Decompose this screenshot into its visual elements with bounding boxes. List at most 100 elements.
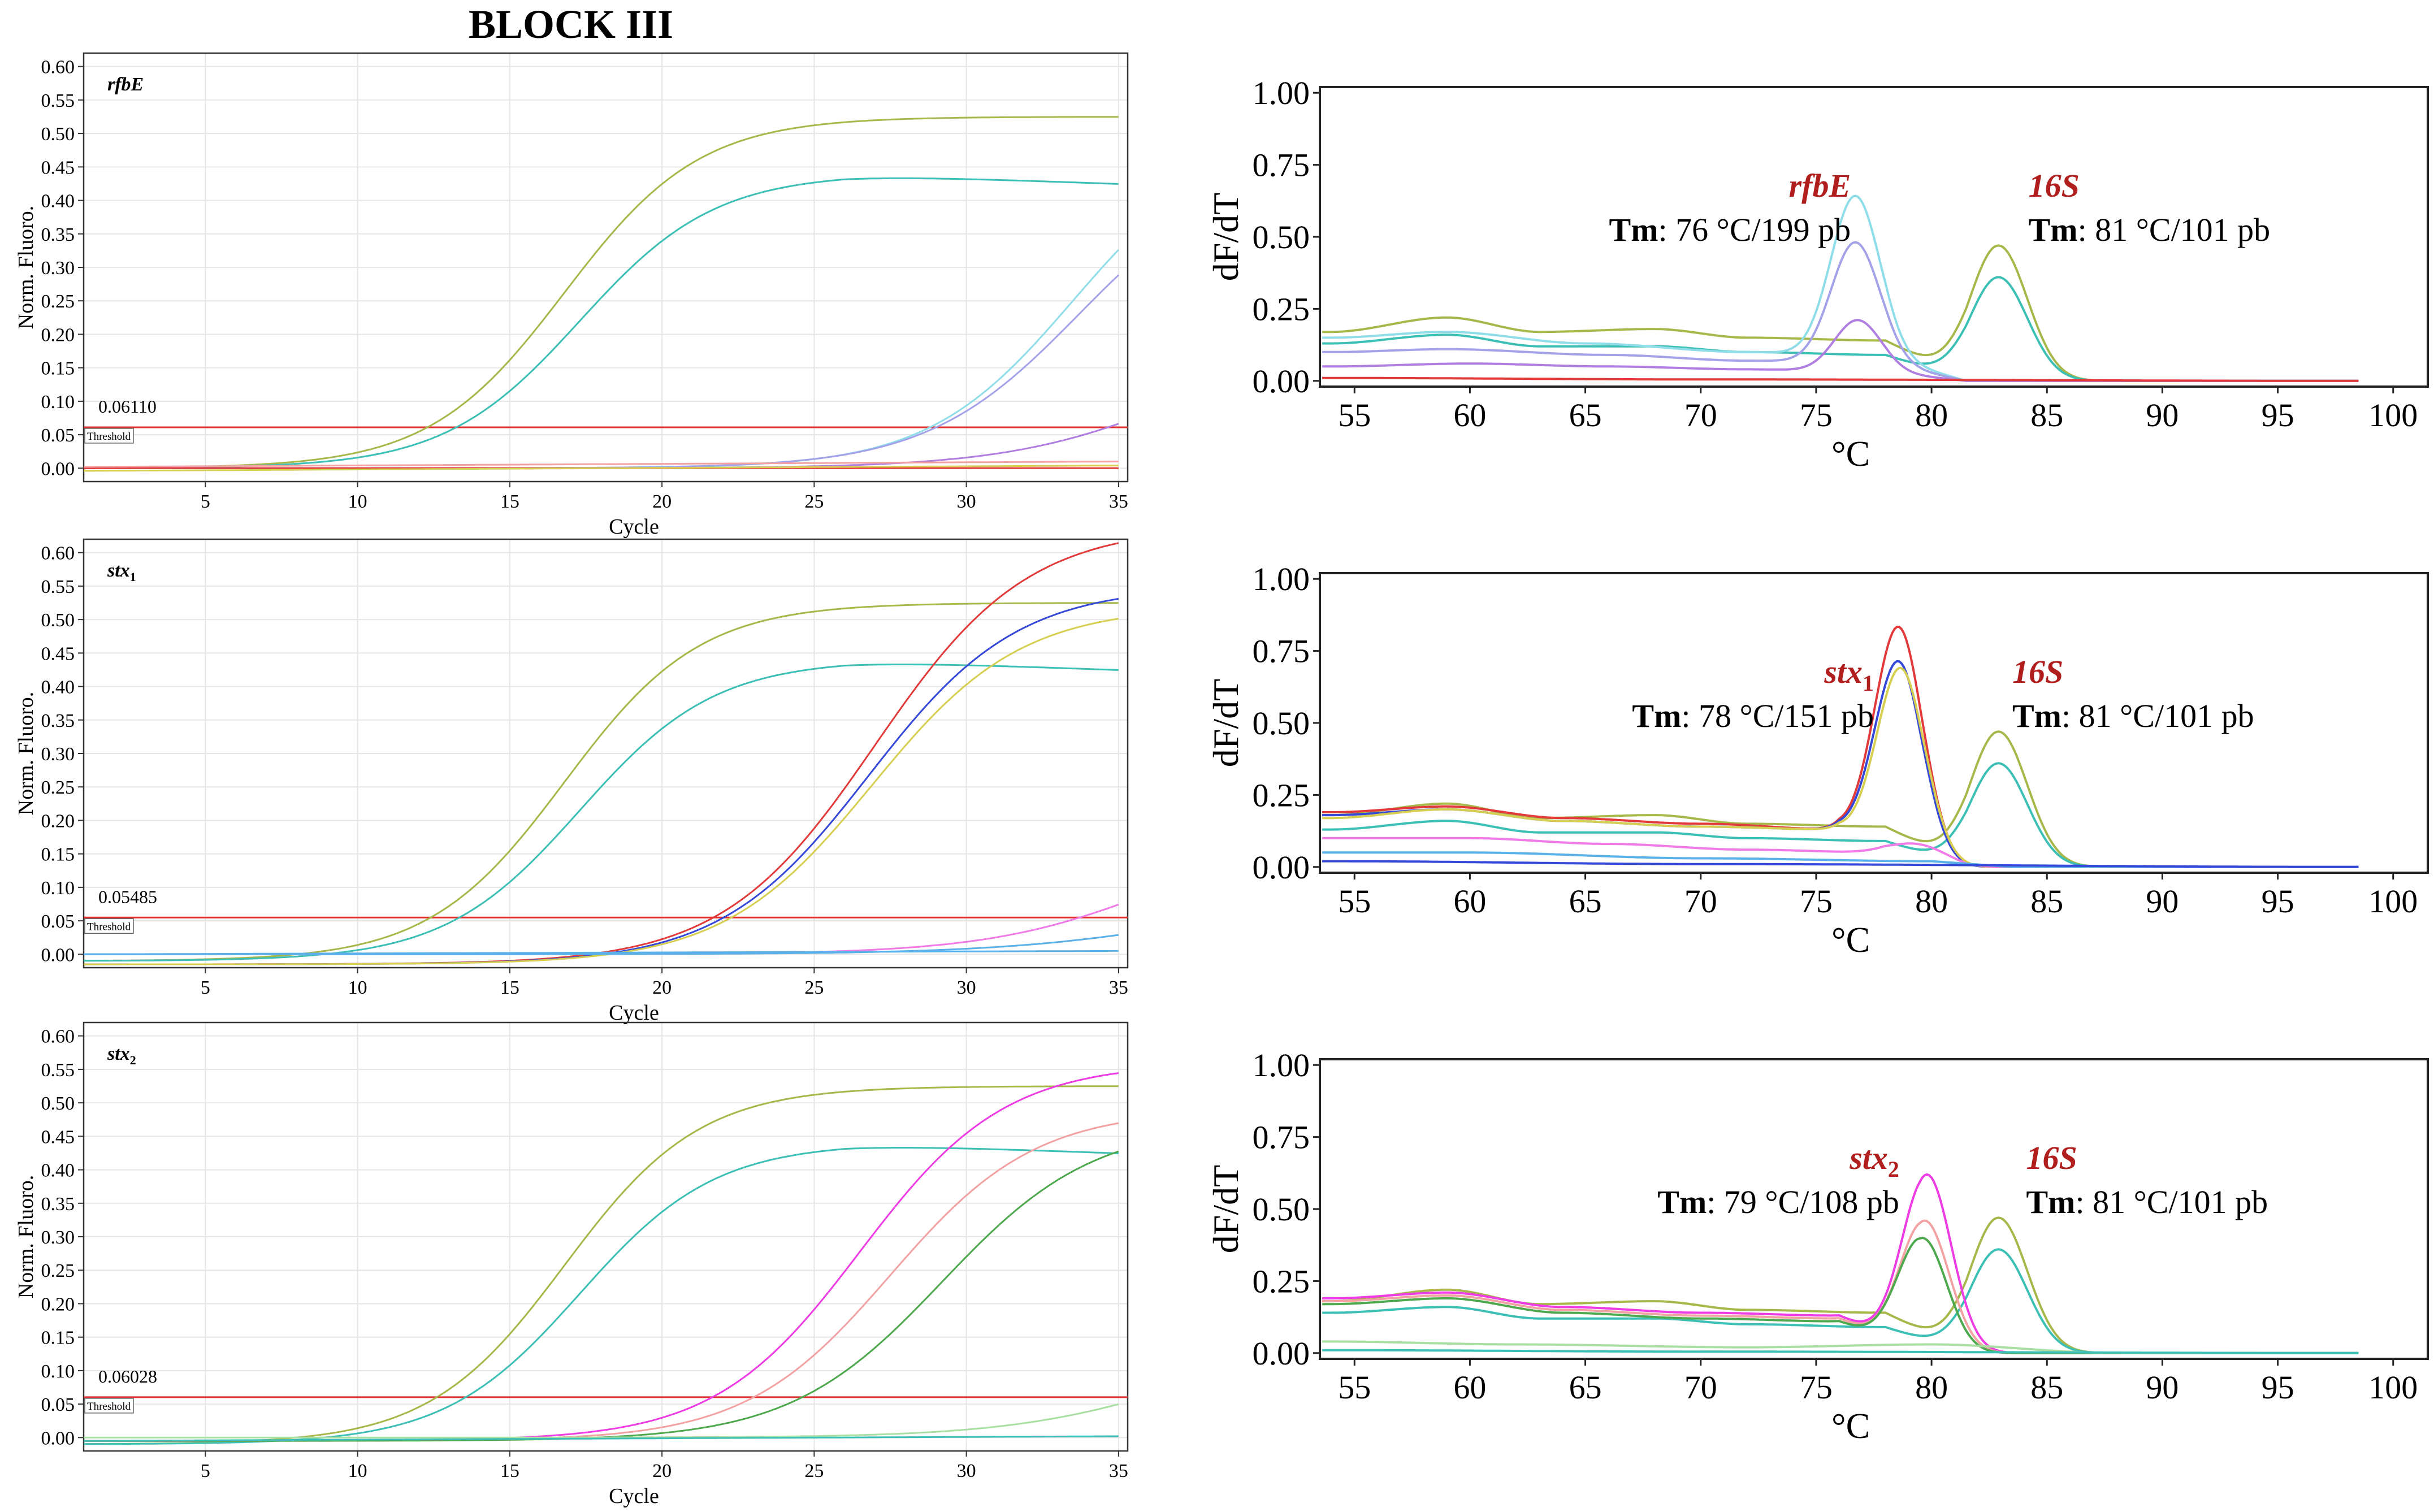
- y-tick-label: 0.50: [41, 124, 75, 145]
- y-tick-label: 0.45: [41, 643, 75, 664]
- plot-frame: [1319, 572, 2429, 874]
- x-tick-label: 95: [2262, 1369, 2294, 1406]
- y-tick-label: 0.25: [41, 291, 75, 312]
- x-tick-label: 90: [2146, 397, 2179, 434]
- x-tick-label: 65: [1569, 397, 1602, 434]
- x-tick-label: 100: [2368, 883, 2418, 920]
- y-tick-label: 0.60: [41, 1026, 75, 1047]
- x-tick-label: 100: [2368, 397, 2418, 434]
- x-tick-label: 15: [500, 977, 519, 998]
- melt-curve-chart-rfbe: 0.00 0.25 0.50 0.75 1.00 55 60 65 70 75 80 85 90 95 10…: [1206, 75, 2429, 474]
- y-axis-label: dF/dT: [1206, 679, 1246, 767]
- y-tick-label: 1.00: [1253, 1047, 1310, 1084]
- y-tick-label: 0.00: [41, 1428, 75, 1449]
- y-tick-label: 0.50: [1253, 1191, 1310, 1228]
- y-tick-label: 0.25: [1253, 1263, 1310, 1299]
- annotation-tm: Tm: 78 °C/151 pb: [1632, 697, 1874, 734]
- y-tick-label: 0.05: [41, 425, 75, 446]
- y-tick-label: 0.30: [41, 744, 75, 765]
- x-tick-label: 70: [1684, 883, 1717, 920]
- amplification-chart-stx2: 0.00 0.05 0.10 0.15 0.20 0.25 0.30 0.35 0.40 0.45…: [14, 1021, 1129, 1508]
- x-tick-label: 20: [652, 491, 672, 512]
- y-tick-label: 0.25: [1253, 291, 1310, 327]
- x-tick-label: 30: [957, 1461, 976, 1481]
- x-tick-label: 25: [804, 977, 824, 998]
- y-tick-label: 0.50: [1253, 705, 1310, 742]
- annotation-target: 16S: [2012, 653, 2063, 690]
- annotation-target: stx1: [1824, 653, 1874, 696]
- y-tick-label: 0.20: [41, 811, 75, 831]
- x-tick-label: 85: [2030, 883, 2063, 920]
- y-axis-label: Norm. Fluoro.: [14, 1175, 38, 1299]
- y-tick-label: 0.15: [41, 844, 75, 865]
- x-tick-label: 95: [2262, 397, 2294, 434]
- annotation-target: rfbE: [1789, 167, 1851, 204]
- x-tick-label: 90: [2146, 1369, 2179, 1406]
- amplification-curve-neg-1: [84, 1435, 1119, 1442]
- x-tick-label: 55: [1338, 1369, 1371, 1406]
- x-axis-label: °C: [1831, 1406, 1870, 1446]
- x-tick-label: 85: [2030, 397, 2063, 434]
- x-axis-label: Cycle: [609, 515, 659, 539]
- x-tick-label: 65: [1569, 883, 1602, 920]
- y-tick-label: 0.55: [41, 577, 75, 597]
- y-tick-label: 0.00: [1253, 1335, 1310, 1372]
- x-tick-label: 35: [1109, 977, 1128, 998]
- y-tick-label: 0.05: [41, 1394, 75, 1415]
- x-tick-label: 10: [348, 977, 367, 998]
- x-tick-label: 60: [1453, 397, 1486, 434]
- y-tick-label: 0.30: [41, 258, 75, 279]
- panel-label: rfbE: [107, 74, 144, 95]
- y-tick-label: 0.30: [41, 1227, 75, 1248]
- x-tick-label: 80: [1915, 397, 1948, 434]
- y-tick-label: 0.50: [1253, 219, 1310, 255]
- y-tick-label: 0.05: [41, 911, 75, 932]
- melt-curve-chart-stx2: 0.00 0.25 0.50 0.75 1.00 55 60 65 70 75 80 85 90 95 10…: [1206, 1047, 2429, 1446]
- threshold-tag: Threshold: [87, 921, 131, 933]
- x-tick-label: 70: [1684, 397, 1717, 434]
- threshold-value: 0.06110: [98, 396, 157, 417]
- x-tick-label: 55: [1338, 883, 1371, 920]
- melt-curve-neg-1: [1322, 860, 2359, 868]
- melt-curve-chart-stx1: 0.00 0.25 0.50 0.75 1.00 55 60 65 70 75 80 85 90 95 10…: [1206, 561, 2429, 960]
- x-axis-label: Cycle: [609, 1001, 659, 1025]
- annotation-target: 16S: [2026, 1140, 2077, 1176]
- amplification-curve-16S-b: [84, 177, 1119, 469]
- x-tick-label: 35: [1109, 491, 1128, 512]
- x-tick-label: 80: [1915, 1369, 1948, 1406]
- amplification-curve-16S-b: [84, 1147, 1119, 1445]
- y-tick-label: 0.75: [1253, 1119, 1310, 1156]
- y-tick-label: 0.35: [41, 710, 75, 731]
- annotation-tm: Tm: 76 °C/199 pb: [1609, 211, 1851, 248]
- annotation-tm: Tm: 81 °C/101 pb: [2026, 1184, 2268, 1220]
- y-tick-label: 0.60: [41, 57, 75, 78]
- y-tick-label: 0.20: [41, 324, 75, 345]
- x-tick-label: 5: [201, 1461, 210, 1481]
- y-tick-label: 0.50: [41, 1093, 75, 1114]
- x-tick-label: 75: [1800, 1369, 1833, 1406]
- x-tick-label: 95: [2262, 883, 2294, 920]
- y-axis-label: dF/dT: [1206, 1165, 1246, 1253]
- x-tick-label: 10: [348, 1461, 367, 1481]
- y-axis-label: dF/dT: [1206, 193, 1246, 281]
- y-tick-label: 0.00: [41, 458, 75, 479]
- y-tick-label: 0.45: [41, 157, 75, 178]
- y-tick-label: 0.15: [41, 358, 75, 379]
- amplification-curve-stx1-c: [84, 618, 1119, 965]
- panel-label: stx2: [107, 1043, 136, 1067]
- y-axis-label: Norm. Fluoro.: [14, 206, 38, 330]
- x-tick-label: 85: [2030, 1369, 2063, 1406]
- x-tick-label: 30: [957, 491, 976, 512]
- x-tick-label: 75: [1800, 883, 1833, 920]
- x-tick-label: 65: [1569, 1369, 1602, 1406]
- y-tick-label: 0.55: [41, 1060, 75, 1081]
- threshold-tag-box: [84, 1398, 134, 1414]
- panel-label: stx1: [107, 560, 136, 584]
- x-tick-label: 10: [348, 491, 367, 512]
- y-tick-label: 0.00: [1253, 849, 1310, 886]
- y-tick-label: 0.35: [41, 1194, 75, 1215]
- amplification-curve-stx2-a: [84, 1072, 1119, 1442]
- annotation-tm: Tm: 81 °C/101 pb: [2012, 697, 2254, 734]
- amplification-curve-stx1-d: [84, 903, 1119, 955]
- amplification-curve-stx2-d: [84, 1403, 1119, 1439]
